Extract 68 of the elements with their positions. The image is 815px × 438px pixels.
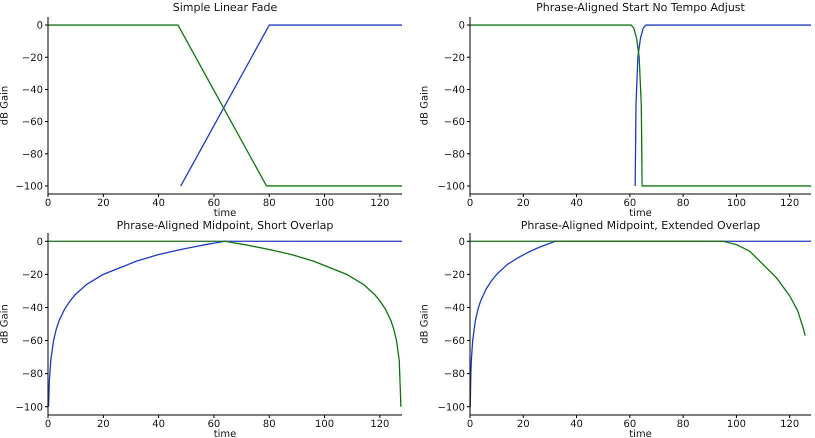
- x-tick-label: 40: [152, 419, 165, 430]
- x-tick-label: 20: [516, 198, 530, 210]
- y-tick-label: 0: [458, 20, 465, 32]
- y-tick-label: −40: [444, 84, 465, 96]
- y-tick-label: −80: [22, 369, 43, 380]
- chart-title: Phrase-Aligned Midpoint, Short Overlap: [116, 219, 334, 232]
- y-tick-label: −60: [22, 117, 43, 128]
- line-series: [634, 24, 811, 187]
- y-tick-label: −40: [22, 303, 43, 314]
- x-axis-title: time: [629, 429, 652, 438]
- x-tick-label: 0: [466, 198, 474, 210]
- x-tick-label: 120: [780, 198, 800, 210]
- y-tick-label: −40: [22, 84, 43, 96]
- x-tick-label: 0: [466, 419, 474, 430]
- x-tick-label: 20: [96, 198, 110, 210]
- x-tick-label: 80: [676, 198, 690, 210]
- y-tick-label: −40: [444, 303, 465, 314]
- y-tick-label: 0: [458, 236, 465, 248]
- y-tick-label: −100: [16, 402, 43, 414]
- y-tick-label: −20: [444, 270, 465, 281]
- x-axis-title: time: [214, 429, 236, 438]
- y-tick-label: 0: [36, 20, 43, 32]
- chart-title: Phrase-Aligned Start No Tempo Adjust: [535, 1, 746, 14]
- y-tick-label: −100: [438, 182, 465, 193]
- x-tick-label: 60: [208, 198, 220, 210]
- chart-title: Simple Linear Fade: [172, 1, 278, 14]
- chart-title: Phrase-Aligned Midpoint, Extended Overlap: [520, 219, 762, 232]
- x-tick-label: 120: [370, 198, 390, 210]
- y-tick-label: −60: [444, 117, 465, 128]
- y-tick-label: −20: [22, 52, 43, 64]
- y-tick-label: 0: [36, 236, 43, 248]
- x-tick-label: 0: [44, 198, 52, 210]
- x-tick-label: 60: [208, 419, 220, 430]
- x-tick-label: 40: [570, 419, 583, 430]
- y-axis-title: dB Gain: [420, 304, 431, 344]
- x-tick-label: 100: [726, 198, 746, 210]
- y-tick-label: −80: [22, 149, 43, 160]
- x-tick-label: 100: [315, 419, 334, 430]
- y-tick-label: −60: [444, 336, 465, 348]
- y-tick-label: −80: [444, 149, 465, 160]
- x-tick-label: 100: [726, 419, 746, 430]
- x-axis-title: time: [629, 208, 652, 219]
- x-tick-label: 100: [315, 198, 334, 210]
- x-tick-label: 20: [516, 419, 530, 430]
- y-tick-label: −20: [444, 52, 465, 64]
- x-tick-label: 60: [623, 419, 636, 430]
- y-tick-label: −20: [22, 270, 43, 281]
- y-axis-title: dB Gain: [0, 86, 11, 126]
- line-series: [48, 240, 402, 408]
- y-tick-label: −100: [16, 182, 43, 193]
- x-tick-label: 40: [570, 198, 583, 210]
- y-axis-title: dB Gain: [420, 86, 431, 126]
- x-tick-label: 80: [676, 419, 690, 430]
- x-tick-label: 80: [262, 419, 276, 430]
- x-tick-label: 0: [44, 419, 52, 430]
- x-tick-label: 20: [96, 419, 110, 430]
- line-series: [470, 240, 806, 336]
- x-tick-label: 80: [262, 198, 276, 210]
- x-tick-label: 120: [370, 419, 390, 430]
- x-tick-label: 40: [152, 198, 165, 210]
- y-tick-label: −60: [22, 336, 43, 348]
- y-axis-title: dB Gain: [0, 304, 11, 344]
- x-tick-label: 60: [623, 198, 636, 210]
- line-series: [470, 24, 811, 187]
- y-tick-label: −80: [444, 369, 465, 380]
- x-axis-title: time: [214, 208, 236, 219]
- y-tick-label: −100: [438, 402, 465, 414]
- x-tick-label: 120: [780, 419, 800, 430]
